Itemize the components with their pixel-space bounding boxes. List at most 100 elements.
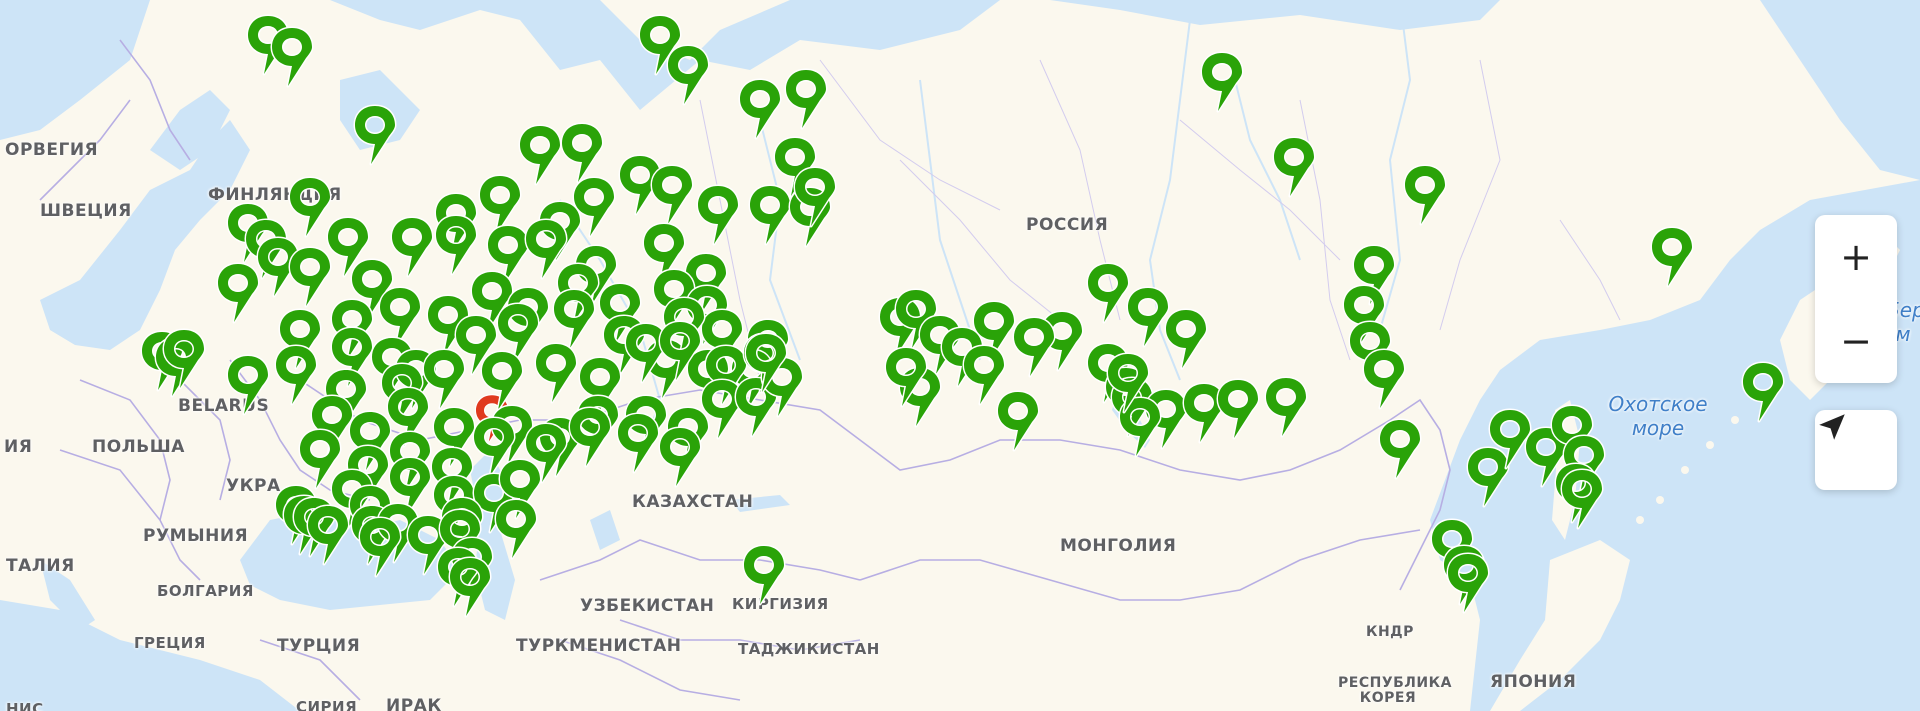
map-pin-icon[interactable]: [572, 176, 616, 238]
label-japan: ЯПОНИЯ: [1490, 672, 1577, 692]
map-pin-icon[interactable]: [1466, 446, 1510, 508]
label-kyrgyzstan: КИРГИЗИЯ: [732, 595, 829, 613]
plus-icon: +: [1840, 235, 1872, 279]
map-pin-icon[interactable]: [666, 44, 710, 106]
map-pin-icon[interactable]: [1164, 308, 1208, 370]
map-pin-icon[interactable]: [738, 78, 782, 140]
map-pin-icon[interactable]: [1216, 378, 1260, 440]
map-pin-icon[interactable]: [773, 136, 817, 198]
label-russia: РОССИЯ: [1026, 215, 1109, 235]
label-left-edge: ИЯ: [4, 437, 33, 457]
map-pin-icon[interactable]: [650, 164, 694, 226]
map-pin-icon[interactable]: [1488, 408, 1532, 470]
zoom-control: + −: [1815, 215, 1897, 383]
map-pin-icon[interactable]: [1650, 226, 1694, 288]
map-pin-icon[interactable]: [306, 504, 350, 566]
map-pin-icon[interactable]: [448, 556, 492, 618]
map-pin-icon[interactable]: [256, 236, 300, 298]
map-pin-icon[interactable]: [422, 348, 466, 410]
zoom-in-button[interactable]: +: [1815, 215, 1897, 299]
map-pin-icon[interactable]: [784, 68, 828, 130]
label-greece: ГРЕЦИЯ: [134, 634, 206, 652]
label-poland: ПОЛЬША: [92, 437, 185, 457]
map-pin-icon[interactable]: [298, 428, 342, 490]
map-pin-icon[interactable]: [658, 426, 702, 488]
map-pin-icon[interactable]: [638, 14, 682, 76]
label-kazakhstan: КАЗАХСТАН: [632, 492, 754, 512]
map-pin-icon[interactable]: [524, 422, 568, 484]
map-pin-icon[interactable]: [274, 344, 318, 406]
map-pin-icon[interactable]: [696, 184, 740, 246]
map-pin-icon[interactable]: [288, 246, 332, 308]
map-pin-icon[interactable]: [288, 176, 332, 238]
minus-icon: −: [1840, 319, 1872, 363]
map-pin-icon[interactable]: [1378, 418, 1422, 480]
map-pin-icon[interactable]: [658, 320, 702, 382]
map-pin-icon[interactable]: [996, 390, 1040, 452]
geolocation-button[interactable]: [1815, 410, 1897, 490]
map-pin-icon[interactable]: [216, 262, 260, 324]
label-finland: ФИНЛЯНДИЯ: [208, 185, 342, 205]
map-pin-icon[interactable]: [518, 124, 562, 186]
label-turkey: ТУРЦИЯ: [277, 636, 361, 656]
map-pin-icon[interactable]: [330, 326, 374, 388]
map-pin-icon[interactable]: [454, 314, 498, 376]
map-pin-icon[interactable]: [326, 216, 370, 278]
map-pin-icon[interactable]: [1106, 352, 1150, 414]
label-sweden: ШВЕЦИЯ: [40, 201, 132, 221]
label-italy: ТАЛИЯ: [6, 556, 75, 576]
map-pin-icon[interactable]: [962, 344, 1006, 406]
map-pin-icon[interactable]: [1272, 136, 1316, 198]
map-pin-icon[interactable]: [348, 410, 392, 472]
map-pin-icon[interactable]: [793, 166, 837, 228]
map-pin-icon[interactable]: [1012, 316, 1056, 378]
map-pin-icon[interactable]: [552, 288, 596, 350]
map-pin-icon[interactable]: [1086, 262, 1130, 324]
map-pin-icon[interactable]: [353, 104, 397, 166]
label-tajikistan: ТАДЖИКИСТАН: [738, 640, 880, 658]
map-pin-icon[interactable]: [1741, 361, 1785, 423]
map-pin-icon[interactable]: [534, 342, 578, 404]
map-pin-icon[interactable]: [494, 498, 538, 560]
map-pin-icon[interactable]: [1403, 164, 1447, 226]
label-north-korea: КНДР: [1366, 624, 1414, 640]
map-pin-icon[interactable]: [432, 406, 476, 468]
map-pin-icon[interactable]: [524, 218, 568, 280]
map-pin-icon[interactable]: [560, 122, 604, 184]
map-pin-icon[interactable]: [884, 346, 928, 408]
label-mongolia: МОНГОЛИЯ: [1060, 536, 1177, 556]
map-pin-icon[interactable]: [618, 154, 662, 216]
map-pin-icon[interactable]: [390, 216, 434, 278]
map-pin-icon[interactable]: [568, 406, 612, 468]
label-south-korea: РЕСПУБЛИКА КОРЕЯ: [1338, 675, 1452, 707]
map-pin-icon[interactable]: [1200, 51, 1244, 113]
map-pin-icon[interactable]: [940, 326, 984, 388]
map-pin-icon[interactable]: [1560, 468, 1604, 530]
label-turkmenistan: ТУРКМЕНИСТАН: [516, 636, 682, 656]
zoom-out-button[interactable]: −: [1815, 299, 1897, 383]
map-pin-icon[interactable]: [162, 328, 206, 390]
map-pin-icon[interactable]: [1362, 348, 1406, 410]
map-pin-icon[interactable]: [226, 354, 270, 416]
map-pin-icon[interactable]: [1126, 286, 1170, 348]
map-pin-icon[interactable]: [1264, 376, 1308, 438]
map-pin-icon[interactable]: [748, 184, 792, 246]
map-pin-icon[interactable]: [742, 544, 786, 606]
label-romania: РУМЫНИЯ: [143, 526, 249, 546]
map-pin-icon[interactable]: [1446, 552, 1490, 614]
label-syria: СИРИЯ: [296, 698, 358, 711]
map-pin-icon[interactable]: [972, 300, 1016, 362]
map-pin-icon[interactable]: [1352, 244, 1396, 306]
map-pin-icon[interactable]: [434, 214, 478, 276]
map-pin-icon[interactable]: [498, 458, 542, 520]
map-pin-icon[interactable]: [270, 26, 314, 88]
map-pin-icon[interactable]: [616, 412, 660, 474]
map-pin-icon[interactable]: [744, 332, 788, 394]
map-pin-icon[interactable]: [358, 516, 402, 578]
map-pin-icon[interactable]: [1118, 396, 1162, 458]
map-pin-icon[interactable]: [386, 386, 430, 448]
label-ukraine: УКРА: [226, 476, 281, 496]
map-pin-icon[interactable]: [278, 308, 322, 370]
